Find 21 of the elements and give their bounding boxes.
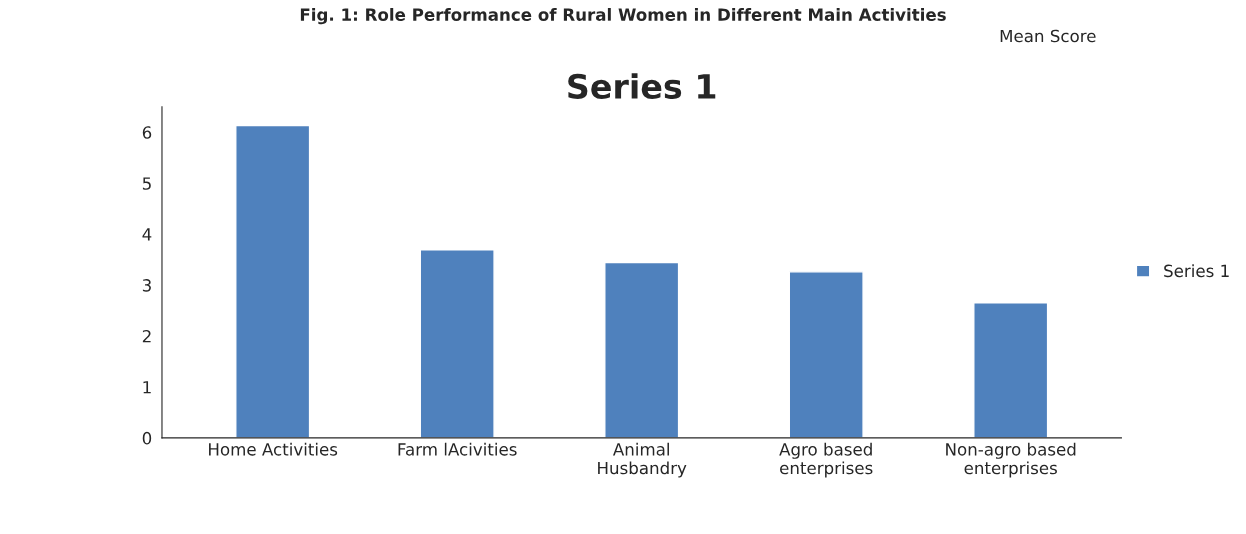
bar [235, 124, 311, 438]
x-tick-label: Home Activities [209, 442, 338, 456]
bar [973, 302, 1049, 438]
bar [604, 261, 680, 438]
text: Mean Score [1000, 29, 1096, 43]
x-tick-label: Animal Husbandry [598, 442, 687, 478]
bar [419, 249, 495, 438]
chart-title: Series 1 [568, 73, 716, 99]
y-tick-label: 5 [142, 177, 151, 190]
x-tick-label: Non-agro based enterprises [946, 442, 1076, 478]
y-tick-label: 4 [142, 228, 152, 241]
caption: Fig. 1: Role Performance of Rural Women in Different Main Activities [300, 8, 946, 25]
y-tick-label: 2 [142, 329, 151, 343]
legend-label: Series 1 [1164, 264, 1229, 278]
y-tick-label: 1 [143, 381, 151, 394]
x-tick-label: Farm lAcivities [398, 442, 517, 456]
bar [788, 271, 864, 438]
y-tick-label: 3 [142, 279, 151, 292]
x-tick-label: Agro based enterprises [779, 442, 873, 478]
y-tick-label: 0 [142, 431, 152, 445]
y-tick-label: 6 [142, 126, 152, 139]
